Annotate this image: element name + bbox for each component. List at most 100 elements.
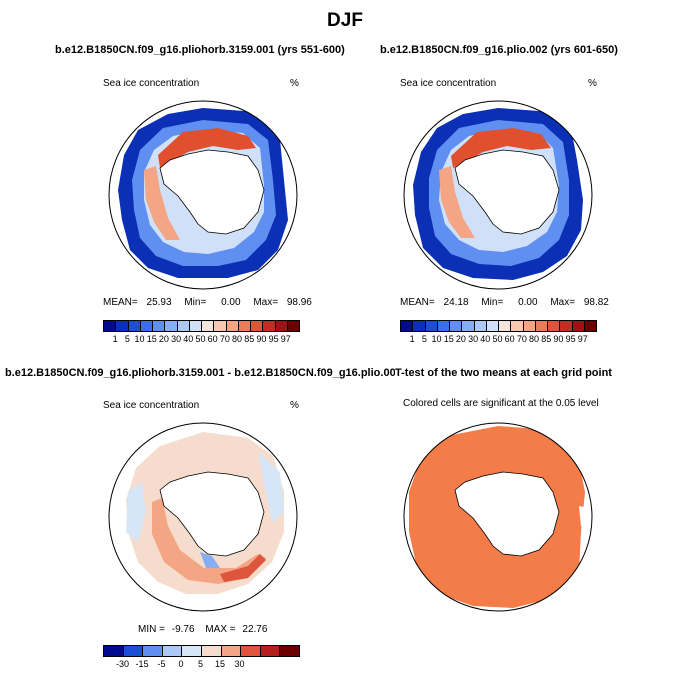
colorbar-tick-label: 15 xyxy=(214,659,226,669)
colorbar-ticks-1: 1 5 10 15 20 30 40 50 60 70 80 85 90 95 97 xyxy=(103,334,298,346)
colorbar-tick-label: 10 xyxy=(134,334,145,344)
panel1-map xyxy=(108,100,298,290)
colorbar-difference xyxy=(103,645,300,657)
colorbar-concentration-1 xyxy=(103,320,300,332)
colorbar-swatch xyxy=(486,321,499,331)
colorbar-tick-label: 90 xyxy=(256,334,267,344)
colorbar-swatch xyxy=(287,321,299,331)
ice-high xyxy=(451,128,551,168)
panel2-variable: Sea ice concentration xyxy=(400,78,497,89)
colorbar-swatch xyxy=(474,321,487,331)
colorbar-tick-label: 70 xyxy=(219,334,230,344)
colorbar-swatch xyxy=(202,321,215,331)
colorbar-swatch xyxy=(143,646,163,656)
colorbar-tick-label: 40 xyxy=(480,334,491,344)
panel3-title: b.e12.B1850CN.f09_g16.pliohorb.3159.001 … xyxy=(5,367,395,379)
colorbar-swatch xyxy=(511,321,524,331)
colorbar-tick-label: -30 xyxy=(115,659,130,669)
min-value: 0.00 xyxy=(221,297,241,308)
colorbar-tick-label: 60 xyxy=(207,334,218,344)
colorbar-swatch xyxy=(560,321,573,331)
colorbar-ticks-2: 1 5 10 15 20 30 40 50 60 70 80 85 90 95 97 xyxy=(400,334,595,346)
panel3-map xyxy=(108,422,298,612)
colorbar-swatch xyxy=(523,321,536,331)
colorbar-swatch xyxy=(123,646,144,656)
colorbar-tick-label: 1 xyxy=(112,334,118,344)
max-value: 98.96 xyxy=(286,297,312,308)
colorbar-tick-label: 40 xyxy=(183,334,194,344)
panel3-units: % xyxy=(290,400,299,411)
diff-strong-pos xyxy=(220,554,266,582)
ice-high xyxy=(158,128,256,168)
colorbar-tick-label: 10 xyxy=(431,334,442,344)
colorbar-tick-label: 85 xyxy=(244,334,255,344)
colorbar-swatch xyxy=(450,321,463,331)
colorbar-swatch xyxy=(104,321,117,331)
colorbar-tick-label: 5 xyxy=(421,334,427,344)
colorbar-swatch xyxy=(140,321,153,331)
antarctica xyxy=(159,471,265,557)
colorbar-swatch xyxy=(572,321,585,331)
colorbar-swatch xyxy=(182,646,202,656)
colorbar-swatch xyxy=(116,321,129,331)
colorbar-swatch xyxy=(162,646,183,656)
panel2-stats: MEAN= 24.18 Min= 0.00 Max= 98.82 xyxy=(400,297,609,308)
panel1-units: % xyxy=(290,78,299,89)
panel2-units: % xyxy=(588,78,597,89)
min-label: Min= xyxy=(481,297,504,308)
diff-weak-neg xyxy=(126,482,146,542)
colorbar-swatch xyxy=(128,321,141,331)
colorbar-tick-label: 95 xyxy=(268,334,279,344)
gap-east xyxy=(579,506,589,528)
colorbar-tick-label: 15 xyxy=(443,334,454,344)
panel3-stats: MIN = -9.76 MAX = 22.76 xyxy=(138,624,267,635)
antarctica xyxy=(454,471,560,557)
panel4-subtitle: Colored cells are significant at the 0.0… xyxy=(403,398,599,409)
colorbar-tick-label: 5 xyxy=(124,334,130,344)
max-label: Max= xyxy=(253,297,279,308)
min-value: -9.76 xyxy=(171,624,195,635)
max-label: Max= xyxy=(550,297,576,308)
colorbar-tick-label: 1 xyxy=(409,334,415,344)
colorbar-swatch xyxy=(548,321,561,331)
colorbar-tick-label: 60 xyxy=(504,334,515,344)
colorbar-tick-label: 50 xyxy=(195,334,206,344)
colorbar-swatch xyxy=(189,321,202,331)
colorbar-swatch xyxy=(437,321,450,331)
diff-weak-neg-east xyxy=(258,452,284,522)
colorbar-swatch xyxy=(584,321,596,331)
ice-high-west xyxy=(439,166,475,238)
colorbar-tick-label: 20 xyxy=(455,334,466,344)
min-label: MIN = xyxy=(138,624,165,635)
panel4-map xyxy=(403,422,593,612)
colorbar-swatch xyxy=(221,646,242,656)
max-value: 22.76 xyxy=(242,624,268,635)
colorbar-tick-label: 70 xyxy=(516,334,527,344)
min-label: Min= xyxy=(184,297,207,308)
colorbar-swatch xyxy=(401,321,414,331)
page-title: DJF xyxy=(327,10,363,31)
colorbar-swatch xyxy=(214,321,227,331)
diff-neg xyxy=(200,552,220,568)
antarctica xyxy=(159,149,265,235)
panel1-title: b.e12.B1850CN.f09_g16.pliohorb.3159.001 … xyxy=(55,44,345,56)
colorbar-swatch xyxy=(241,646,261,656)
colorbar-swatch xyxy=(260,646,281,656)
colorbar-swatch xyxy=(238,321,251,331)
colorbar-ticks-3: -30 -15 -5 0 5 15 30 xyxy=(103,659,298,671)
colorbar-swatch xyxy=(165,321,178,331)
diff-pos-ring xyxy=(152,498,266,584)
colorbar-swatch xyxy=(413,321,426,331)
mean-value: 25.93 xyxy=(146,297,172,308)
colorbar-swatch xyxy=(177,321,190,331)
colorbar-tick-label: 30 xyxy=(468,334,479,344)
max-label: MAX = xyxy=(205,624,236,635)
colorbar-swatch xyxy=(425,321,438,331)
colorbar-tick-label: 80 xyxy=(232,334,243,344)
colorbar-tick-label: 85 xyxy=(541,334,552,344)
colorbar-tick-label: 95 xyxy=(565,334,576,344)
colorbar-tick-label: 20 xyxy=(158,334,169,344)
colorbar-swatch xyxy=(226,321,239,331)
colorbar-swatch xyxy=(104,646,124,656)
colorbar-tick-label: 0 xyxy=(178,659,184,669)
